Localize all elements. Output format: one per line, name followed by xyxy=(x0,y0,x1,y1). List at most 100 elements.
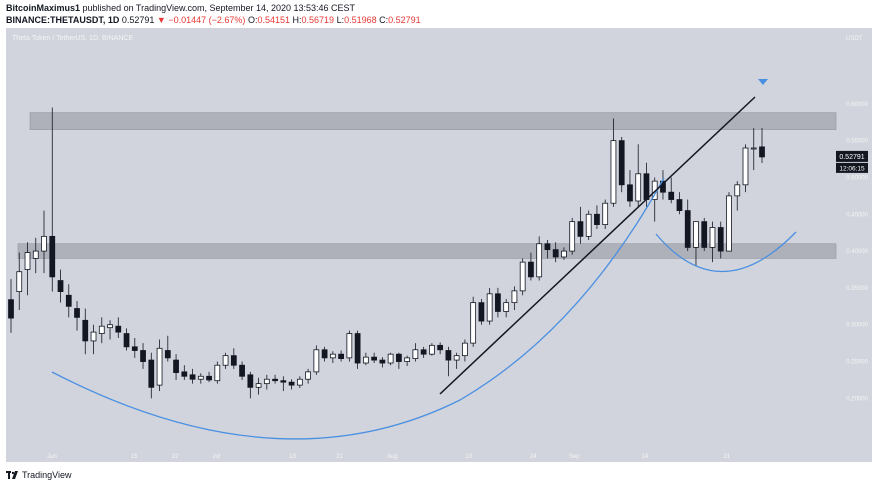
candle xyxy=(189,368,196,384)
candle-body-up xyxy=(635,173,642,202)
candle-body-down xyxy=(676,199,683,211)
candle-body-down xyxy=(148,359,155,388)
candle xyxy=(676,192,683,215)
candle-body-up xyxy=(503,302,510,312)
candle-body-down xyxy=(280,380,287,383)
candle xyxy=(222,352,229,369)
candle-body-up xyxy=(470,302,477,344)
candle xyxy=(495,287,501,318)
close-value: 0.52791 xyxy=(388,15,421,25)
candle-body-down xyxy=(230,355,237,366)
footer: TradingView xyxy=(6,470,72,480)
candle xyxy=(412,343,419,362)
last-price-tag-label: 0.52791 xyxy=(839,154,864,161)
candle xyxy=(173,354,179,380)
candle xyxy=(635,144,642,207)
candle-body-up xyxy=(222,355,229,366)
x-tick-label: 21 xyxy=(723,454,730,460)
candle-body-down xyxy=(123,333,130,348)
price-axis[interactable] xyxy=(836,28,872,449)
candle xyxy=(24,242,31,296)
y-tick-label: 0.35000 xyxy=(846,286,868,292)
low-label: L: xyxy=(336,15,345,25)
open-label: O: xyxy=(247,15,258,25)
candle xyxy=(230,348,237,369)
candle xyxy=(272,374,278,384)
candle xyxy=(544,240,551,259)
candle xyxy=(552,242,559,263)
candle-body-down xyxy=(354,333,361,364)
x-tick-label: Aug xyxy=(387,454,398,460)
candle xyxy=(346,330,353,362)
x-tick-label: 10 xyxy=(465,454,472,460)
candle xyxy=(709,221,716,263)
candle xyxy=(379,357,386,368)
candle-body-down xyxy=(544,243,551,251)
candle xyxy=(519,258,526,296)
candle xyxy=(693,221,699,266)
candle xyxy=(536,236,543,281)
candle-body-down xyxy=(396,353,402,362)
candle xyxy=(577,206,584,244)
candle xyxy=(561,247,567,260)
candle-body-up xyxy=(453,355,460,361)
candle xyxy=(8,279,14,333)
candle xyxy=(338,350,344,362)
y-tick-label: 0.25000 xyxy=(846,360,868,366)
candle-body-down xyxy=(445,350,452,361)
candle-body-down xyxy=(8,299,14,319)
candle xyxy=(255,377,262,395)
candle xyxy=(164,335,171,362)
time-axis[interactable] xyxy=(6,449,872,462)
y-tick-label: 0.30000 xyxy=(846,323,868,329)
candle-body-down xyxy=(239,364,245,377)
y-tick-label: 0.55000 xyxy=(846,139,868,145)
x-tick-label: Sep xyxy=(569,454,580,460)
candle-body-up xyxy=(709,227,716,248)
x-tick-label: 21 xyxy=(336,454,343,460)
price-change: −0.01447 (−2.67%) xyxy=(168,15,246,25)
symbol-line: BINANCE:THETAUSDT, 1D 0.52791 ▼ −0.01447… xyxy=(6,14,872,26)
high-value: 0.56719 xyxy=(301,15,335,25)
author-name[interactable]: BitcoinMaximus1 xyxy=(6,3,81,13)
candle-body-up xyxy=(750,147,757,150)
candle xyxy=(90,324,97,355)
candle-body-down xyxy=(420,349,427,355)
candle-body-up xyxy=(602,202,609,225)
tradingview-brand[interactable]: TradingView xyxy=(22,470,72,480)
down-arrow-marker-icon xyxy=(758,79,768,85)
x-tick-label: 22 xyxy=(172,454,179,460)
candle xyxy=(288,379,295,390)
candle xyxy=(57,269,64,303)
candle xyxy=(453,352,460,369)
candle xyxy=(32,237,39,274)
candle xyxy=(156,339,163,391)
down-arrow-icon: ▼ xyxy=(156,15,166,25)
candle xyxy=(618,136,625,193)
candle-body-down xyxy=(65,294,72,307)
candle xyxy=(585,210,592,241)
candle-body-down xyxy=(115,325,122,333)
candle xyxy=(445,346,452,377)
candle-body-up xyxy=(98,325,105,334)
currency-label: USDT xyxy=(846,36,863,42)
candle xyxy=(387,352,394,366)
candle xyxy=(123,328,130,351)
candle xyxy=(437,342,444,355)
candle xyxy=(280,376,287,391)
resistance-zone xyxy=(29,112,837,130)
candle-body-up xyxy=(263,378,270,385)
candle xyxy=(41,210,47,274)
candle xyxy=(296,376,303,389)
candle-body-up xyxy=(387,353,394,364)
candle-body-down xyxy=(594,213,600,225)
candle xyxy=(610,118,617,207)
candle xyxy=(140,343,146,369)
candle-body-down xyxy=(247,374,254,388)
candle xyxy=(247,371,254,399)
candle-body-down xyxy=(272,378,278,382)
candle xyxy=(371,352,377,364)
x-tick-label: 24 xyxy=(530,454,537,460)
candle-body-down xyxy=(552,249,559,258)
